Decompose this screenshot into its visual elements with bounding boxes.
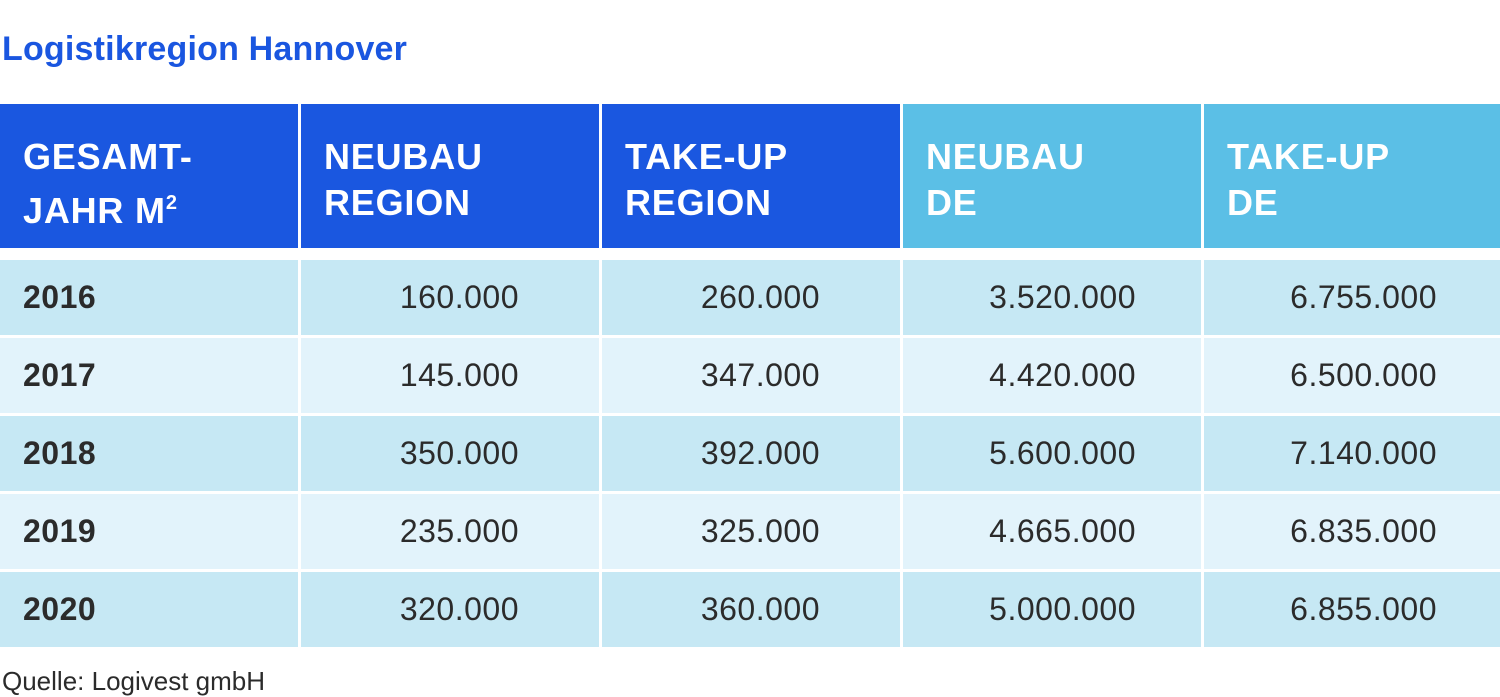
- table-title: Logistikregion Hannover: [2, 30, 408, 68]
- header-line: DE: [926, 182, 978, 223]
- header-line: JAHR M2: [23, 180, 298, 234]
- take-up-de-cell: 6.855.000: [1204, 572, 1500, 647]
- table-row: 2018 350.000 392.000 5.600.000 7.140.000: [0, 416, 1500, 491]
- neubau-de-cell: 4.665.000: [903, 494, 1201, 569]
- header-line: TAKE-UP: [1227, 136, 1390, 177]
- table-row: 2017 145.000 347.000 4.420.000 6.500.000: [0, 338, 1500, 413]
- header-line: GESAMT-: [23, 136, 193, 177]
- take-up-region-cell: 360.000: [602, 572, 900, 647]
- table-row: 2020 320.000 360.000 5.000.000 6.855.000: [0, 572, 1500, 647]
- take-up-region-cell: 260.000: [602, 260, 900, 335]
- header-take-up-de: TAKE-UP DE: [1204, 104, 1500, 248]
- header-gesamtjahr: GESAMT- JAHR M2: [0, 104, 298, 248]
- header-neubau-region: NEUBAU REGION: [301, 104, 599, 248]
- neubau-region-cell: 320.000: [301, 572, 599, 647]
- take-up-region-cell: 347.000: [602, 338, 900, 413]
- take-up-region-cell: 325.000: [602, 494, 900, 569]
- header-line: NEUBAU: [324, 136, 483, 177]
- year-cell: 2020: [0, 572, 298, 647]
- header-line: REGION: [625, 182, 772, 223]
- year-cell: 2018: [0, 416, 298, 491]
- take-up-de-cell: 6.500.000: [1204, 338, 1500, 413]
- header-neubau-de: NEUBAU DE: [903, 104, 1201, 248]
- source-note: Quelle: Logivest gmbH: [2, 666, 266, 696]
- neubau-de-cell: 3.520.000: [903, 260, 1201, 335]
- data-table: GESAMT- JAHR M2 NEUBAU REGION TAKE-UP RE…: [0, 104, 1500, 650]
- year-cell: 2017: [0, 338, 298, 413]
- header-line: REGION: [324, 182, 471, 223]
- take-up-de-cell: 6.755.000: [1204, 260, 1500, 335]
- header-line: NEUBAU: [926, 136, 1085, 177]
- neubau-de-cell: 5.600.000: [903, 416, 1201, 491]
- year-cell: 2019: [0, 494, 298, 569]
- take-up-region-cell: 392.000: [602, 416, 900, 491]
- table-header-row: GESAMT- JAHR M2 NEUBAU REGION TAKE-UP RE…: [0, 104, 1500, 248]
- take-up-de-cell: 7.140.000: [1204, 416, 1500, 491]
- neubau-region-cell: 160.000: [301, 260, 599, 335]
- neubau-de-cell: 4.420.000: [903, 338, 1201, 413]
- take-up-de-cell: 6.835.000: [1204, 494, 1500, 569]
- header-superscript: 2: [165, 192, 178, 214]
- header-line: DE: [1227, 182, 1279, 223]
- table-row: 2016 160.000 260.000 3.520.000 6.755.000: [0, 260, 1500, 335]
- header-line: TAKE-UP: [625, 136, 788, 177]
- neubau-region-cell: 235.000: [301, 494, 599, 569]
- neubau-region-cell: 350.000: [301, 416, 599, 491]
- table-row: 2019 235.000 325.000 4.665.000 6.835.000: [0, 494, 1500, 569]
- neubau-de-cell: 5.000.000: [903, 572, 1201, 647]
- header-text: JAHR M: [23, 190, 166, 231]
- year-cell: 2016: [0, 260, 298, 335]
- header-take-up-region: TAKE-UP REGION: [602, 104, 900, 248]
- neubau-region-cell: 145.000: [301, 338, 599, 413]
